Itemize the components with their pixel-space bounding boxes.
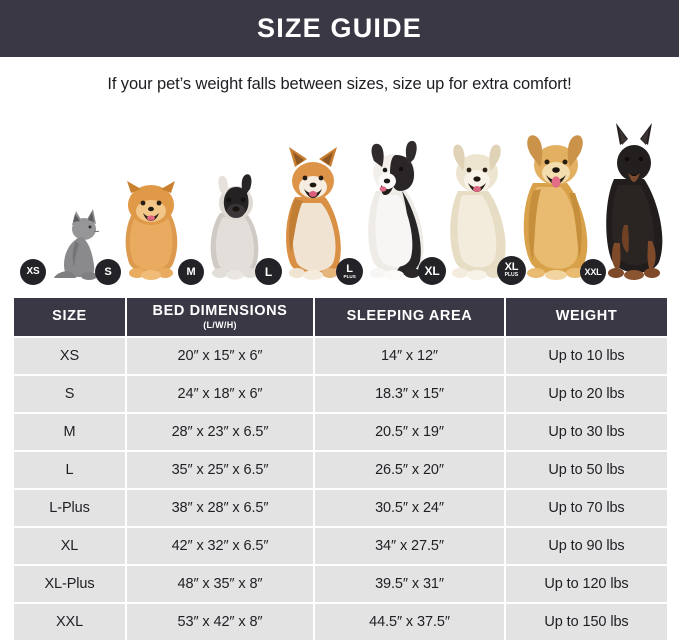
cell-bed-dimensions: 42″ x 32″ x 6.5″ (127, 528, 313, 564)
size-badge-xl-plus-sub: PLUS (504, 272, 519, 279)
page-title: SIZE GUIDE (256, 13, 423, 43)
cell-bed-dimensions: 48″ x 35″ x 8″ (127, 566, 313, 602)
cell-bed-dimensions: 38″ x 28″ x 6.5″ (127, 490, 313, 526)
french-bulldog-icon (198, 169, 272, 283)
pet-illustration-xxl: XXL (580, 113, 676, 285)
column-header-sleeping-area-label: SLEEPING AREA (346, 308, 473, 325)
cell-size: M (14, 414, 125, 450)
cell-sleeping-area: 44.5″ x 37.5″ (315, 604, 504, 640)
column-header-weight-label: WEIGHT (555, 308, 618, 325)
cell-sleeping-area: 30.5″ x 24″ (315, 490, 504, 526)
pet-illustration-xl: XL (418, 127, 518, 285)
cell-weight: Up to 90 lbs (506, 528, 667, 564)
size-badge-m: M (178, 259, 204, 285)
doberman-dog-icon (594, 121, 676, 283)
cell-size: L-Plus (14, 490, 125, 526)
size-badge-s: S (95, 259, 121, 285)
size-chart-table-container: SIZE BED DIMENSIONS (L/W/H) SLEEPING ARE… (12, 296, 667, 642)
size-guide-header-bar: SIZE GUIDE (0, 0, 679, 57)
pomeranian-dog-icon (115, 179, 187, 283)
cell-weight: Up to 150 lbs (506, 604, 667, 640)
size-badge-xs: XS (20, 259, 46, 285)
column-header-sleeping-area: SLEEPING AREA (315, 298, 504, 336)
table-row: XL 42″ x 32″ x 6.5″ 34″ x 27.5″ Up to 90… (14, 528, 667, 564)
size-badge-xl: XL (418, 257, 446, 285)
pet-illustration-xl-plus: XL PLUS (497, 119, 603, 285)
column-header-bed-dimensions-label: BED DIMENSIONS (152, 302, 288, 319)
cell-bed-dimensions: 35″ x 25″ x 6.5″ (127, 452, 313, 488)
pet-illustration-s: S (95, 170, 185, 285)
size-badge-xxl: XXL (580, 259, 606, 285)
table-row: XXL 53″ x 42″ x 8″ 44.5″ x 37.5″ Up to 1… (14, 604, 667, 640)
cell-sleeping-area: 39.5″ x 31″ (315, 566, 504, 602)
table-row: S 24″ x 18″ x 6″ 18.3″ x 15″ Up to 20 lb… (14, 376, 667, 412)
cell-weight: Up to 50 lbs (506, 452, 667, 488)
cell-sleeping-area: 14″ x 12″ (315, 338, 504, 374)
cell-size: L (14, 452, 125, 488)
cell-size: XXL (14, 604, 125, 640)
cell-bed-dimensions: 24″ x 18″ x 6″ (127, 376, 313, 412)
size-badge-xxl-label: XXL (584, 266, 602, 277)
border-collie-dog-icon (354, 133, 438, 283)
cell-weight: Up to 120 lbs (506, 566, 667, 602)
size-badge-l: L (255, 258, 282, 285)
table-row: XL-Plus 48″ x 35″ x 8″ 39.5″ x 31″ Up to… (14, 566, 667, 602)
cell-weight: Up to 20 lbs (506, 376, 667, 412)
pet-illustration-xs: XS (20, 185, 102, 285)
cell-sleeping-area: 18.3″ x 15″ (315, 376, 504, 412)
table-row: L 35″ x 25″ x 6.5″ 26.5″ x 20″ Up to 50 … (14, 452, 667, 488)
golden-retriever-dog-icon (513, 127, 603, 283)
sizing-advice-text: If your pet’s weight falls between sizes… (107, 74, 572, 93)
cell-weight: Up to 70 lbs (506, 490, 667, 526)
size-badge-xl-plus-label: XL (504, 261, 519, 274)
cell-sleeping-area: 26.5″ x 20″ (315, 452, 504, 488)
pet-illustration-l-plus: L PLUS (336, 125, 436, 285)
size-badge-m-label: M (186, 265, 196, 278)
cell-size: XS (14, 338, 125, 374)
size-badge-l-plus-label: L (346, 262, 353, 275)
cell-size: XL (14, 528, 125, 564)
cell-sleeping-area: 34″ x 27.5″ (315, 528, 504, 564)
cell-bed-dimensions: 53″ x 42″ x 8″ (127, 604, 313, 640)
grey-cat-sitting-icon (42, 205, 104, 281)
size-badge-xl-label: XL (424, 264, 440, 278)
size-badge-xs-label: XS (26, 266, 40, 277)
pet-illustration-l: L (255, 133, 353, 285)
labrador-retriever-dog-icon (436, 135, 520, 283)
size-chart-table: SIZE BED DIMENSIONS (L/W/H) SLEEPING ARE… (12, 296, 669, 642)
cell-bed-dimensions: 28″ x 23″ x 6.5″ (127, 414, 313, 450)
subtitle-container: If your pet’s weight falls between sizes… (0, 57, 679, 111)
cell-bed-dimensions: 20″ x 15″ x 6″ (127, 338, 313, 374)
size-badge-s-label: S (104, 265, 112, 278)
cell-sleeping-area: 20.5″ x 19″ (315, 414, 504, 450)
column-header-size-label: SIZE (52, 308, 87, 325)
table-row: XS 20″ x 15″ x 6″ 14″ x 12″ Up to 10 lbs (14, 338, 667, 374)
size-badge-l-plus: L PLUS (336, 258, 363, 285)
pet-size-illustration-strip: XS (0, 111, 679, 285)
table-row: M 28″ x 23″ x 6.5″ 20.5″ x 19″ Up to 30 … (14, 414, 667, 450)
cell-weight: Up to 30 lbs (506, 414, 667, 450)
column-header-weight: WEIGHT (506, 298, 667, 336)
size-badge-l-label: L (264, 264, 273, 279)
column-header-bed-dimensions-sublabel: (L/W/H) (203, 320, 237, 331)
size-badge-xl-plus: XL PLUS (497, 256, 526, 285)
cell-size: S (14, 376, 125, 412)
size-badge-l-plus-sub: PLUS (343, 273, 356, 280)
table-row: L-Plus 38″ x 28″ x 6.5″ 30.5″ x 24″ Up t… (14, 490, 667, 526)
table-header-row: SIZE BED DIMENSIONS (L/W/H) SLEEPING ARE… (14, 298, 667, 336)
cell-size: XL-Plus (14, 566, 125, 602)
shiba-inu-dog-icon (273, 141, 355, 283)
column-header-bed-dimensions: BED DIMENSIONS (L/W/H) (127, 298, 313, 336)
column-header-size: SIZE (14, 298, 125, 336)
pet-illustration-m: M (178, 160, 270, 285)
cell-weight: Up to 10 lbs (506, 338, 667, 374)
